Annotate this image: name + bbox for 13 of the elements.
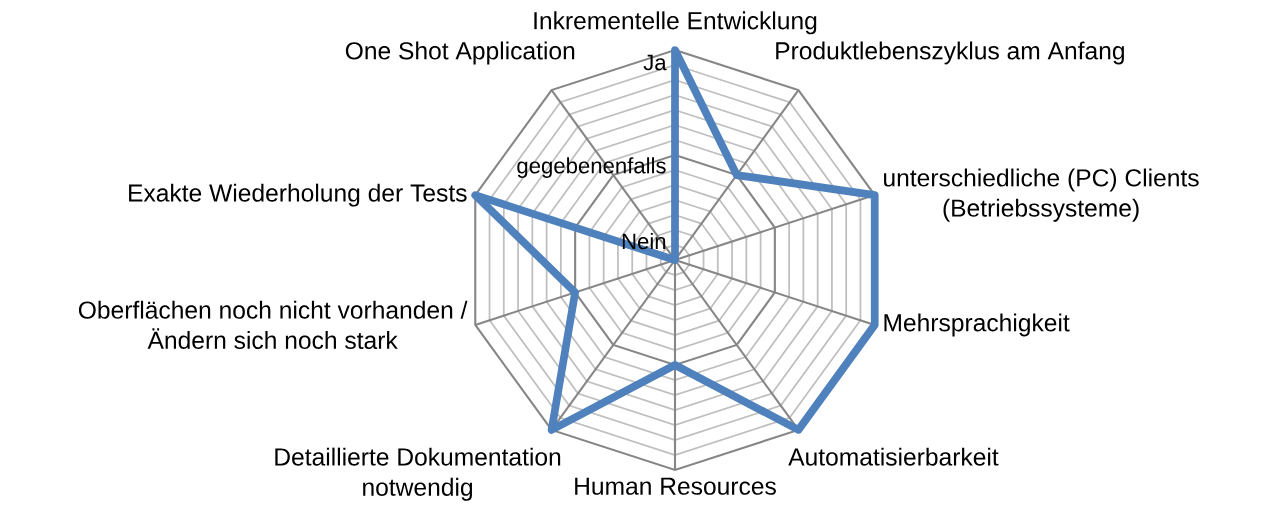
spoke-label: unterschiedliche (PC) Clients (Betriebssysteme) [884,168,1199,222]
y-tick-label: Ja [643,54,667,71]
y-tick-label: Nein [622,232,666,250]
spoke-label: Produktlebenszyklus am Anfang [776,41,1124,65]
spoke-label: Exakte Wiederholung der Tests [129,183,467,207]
spoke-label: Oberflächen noch nicht vorhanden / Ändern sich noch stark [78,300,468,350]
spoke-label: Automatisierbarkeit [788,447,999,466]
spoke-label: Mehrsprachigkeit [884,313,1070,337]
spoke-label: Inkrementelle Entwicklung [534,11,817,35]
spoke-label: Human Resources [575,477,776,495]
y-tick-label: gegebenenfalls [517,157,666,178]
spoke-label: Detaillierte Dokumentation notwendig [275,447,561,501]
spoke-label: One Shot Application [345,41,575,65]
